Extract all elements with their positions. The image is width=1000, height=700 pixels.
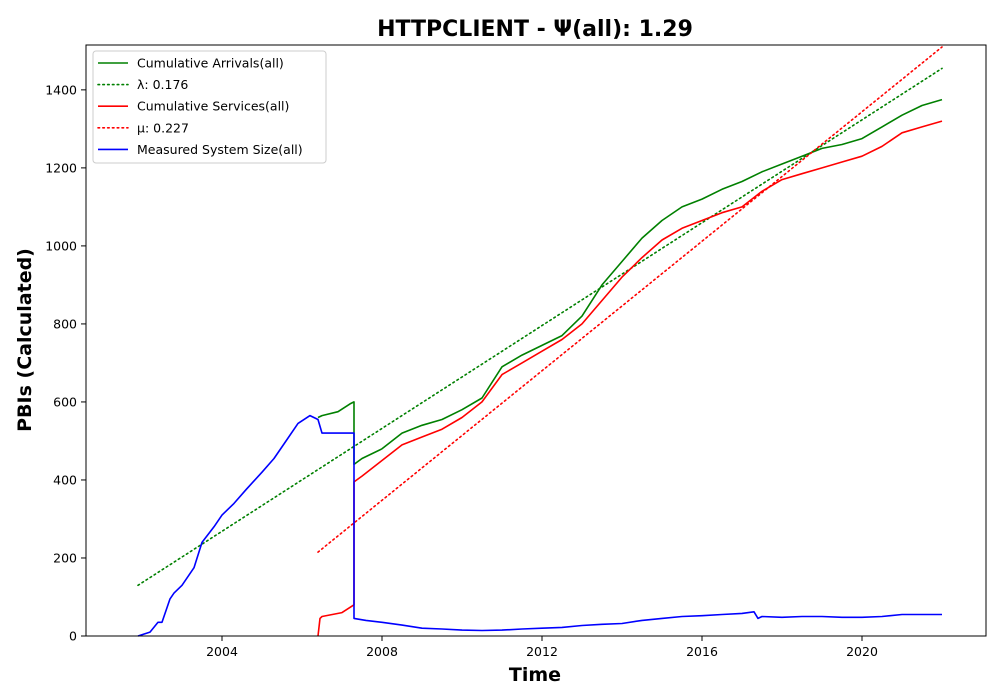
y-tick-label: 0 xyxy=(69,629,77,644)
legend-label-4: Measured System Size(all) xyxy=(137,142,303,157)
series-line-4 xyxy=(137,414,942,637)
chart-title: HTTPCLIENT - Ψ(all): 1.29 xyxy=(377,17,693,42)
series-layer xyxy=(137,46,943,637)
series-line-2 xyxy=(317,120,943,637)
series-line-1 xyxy=(137,67,943,587)
x-tick-label: 2016 xyxy=(686,644,718,659)
legend-label-0: Cumulative Arrivals(all) xyxy=(137,56,284,71)
y-tick-label: 1000 xyxy=(45,238,77,253)
legend: Cumulative Arrivals(all) λ: 0.176 Cumulati… xyxy=(92,50,327,164)
legend-label-2: Cumulative Services(all) xyxy=(137,99,289,114)
x-tick-label: 2020 xyxy=(846,644,878,659)
y-tick-label: 1400 xyxy=(45,82,77,97)
y-tick-label: 600 xyxy=(53,394,77,409)
x-tick-label: 2004 xyxy=(206,644,238,659)
legend-box xyxy=(92,50,327,164)
x-axis-label: Time xyxy=(509,664,561,686)
x-tick-label: 2008 xyxy=(366,644,398,659)
axes-layer: 2004 2008 2012 2016 2020 0 200 400 600 800 1000 120… xyxy=(45,44,987,659)
y-axis-label: PBIs (Calculated) xyxy=(14,248,36,432)
y-tick-label: 400 xyxy=(53,472,77,487)
y-tick-label: 1200 xyxy=(45,160,77,175)
y-tick-label: 200 xyxy=(53,550,77,565)
legend-label-3: μ: 0.227 xyxy=(137,120,189,135)
series-line-0 xyxy=(317,98,943,466)
x-tick-label: 2012 xyxy=(526,644,558,659)
series-line-3 xyxy=(317,46,943,553)
legend-label-1: λ: 0.176 xyxy=(137,77,188,92)
y-tick-label: 800 xyxy=(53,316,77,331)
plot-frame xyxy=(85,44,987,637)
